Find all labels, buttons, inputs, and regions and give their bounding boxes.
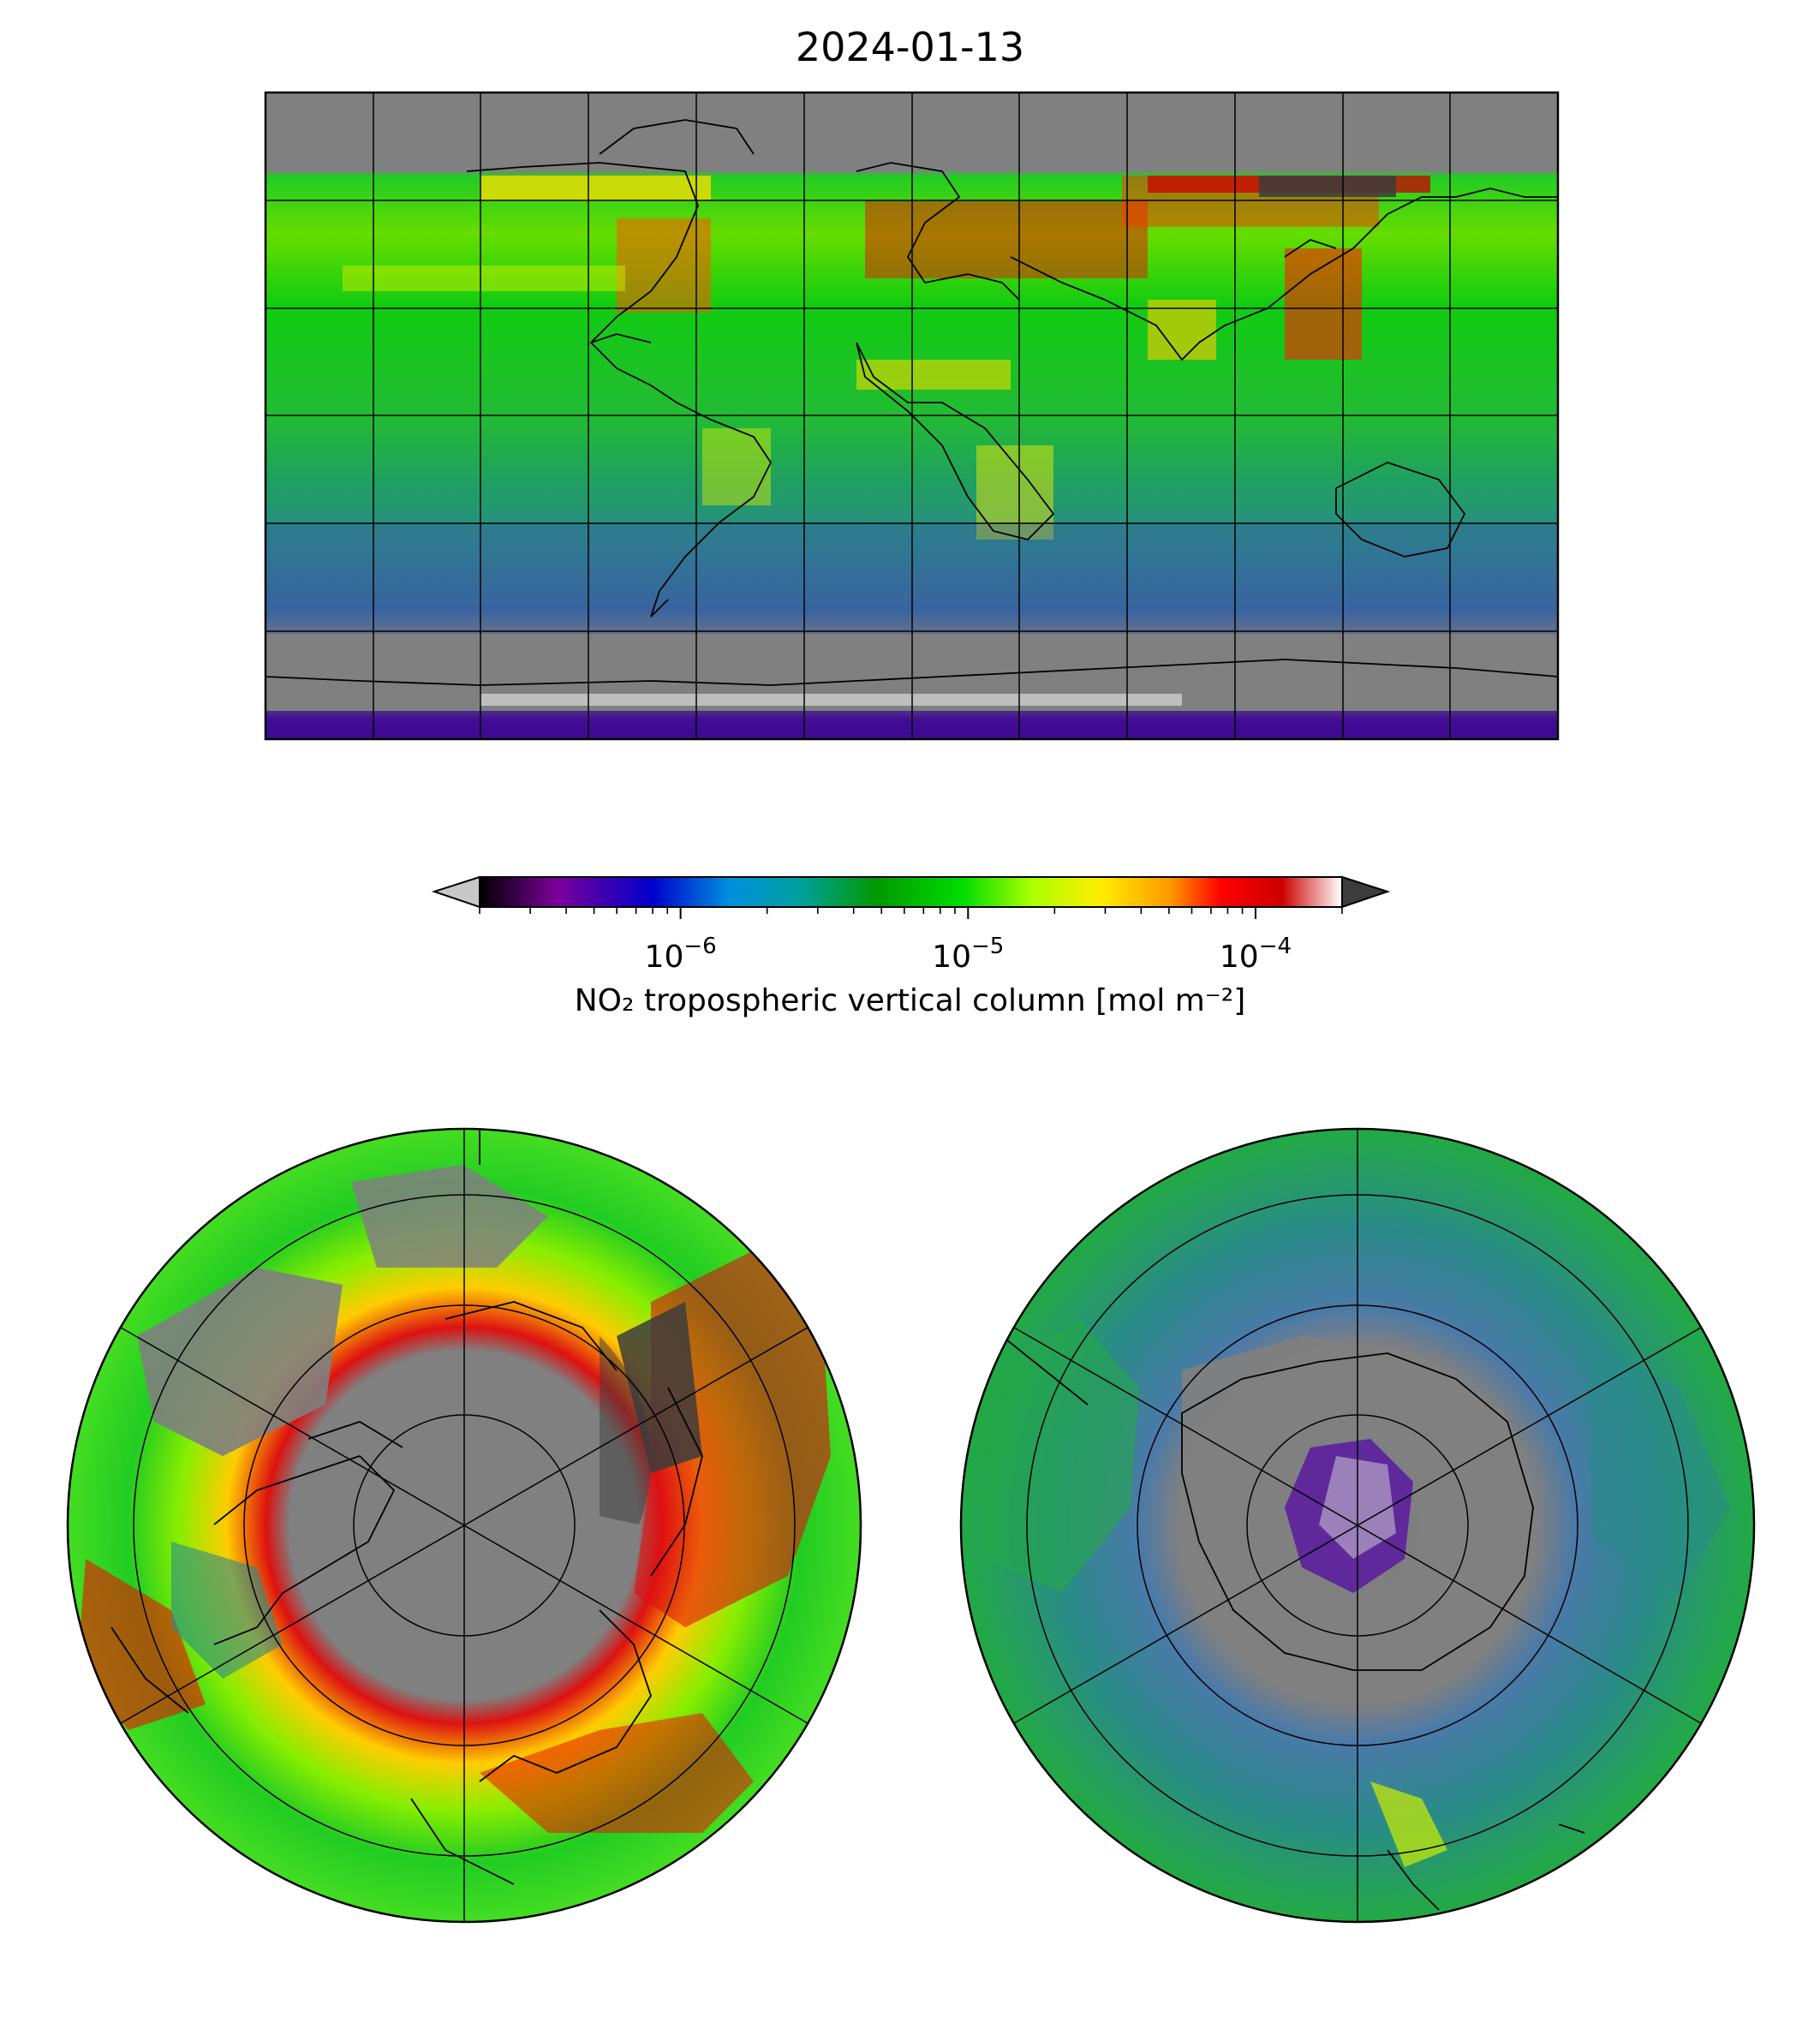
colorbar-tick-label: 10−6 xyxy=(645,934,717,975)
global-map xyxy=(264,91,1560,741)
figure-title: 2024-01-13 xyxy=(795,24,1025,70)
south-polar-map xyxy=(959,1127,1756,1924)
colorbar-gradient xyxy=(480,877,1342,907)
pollution-patch-east-asia xyxy=(1285,248,1362,360)
colorbar: 10−6 10−5 10−4 xyxy=(431,875,1391,975)
colorbar-minor-ticks xyxy=(479,907,1343,914)
north-coastlines xyxy=(110,1131,703,1885)
global-gridlines xyxy=(266,92,1558,739)
saturated-patch xyxy=(1259,176,1396,197)
saturated-patch-north xyxy=(617,1302,702,1473)
colorbar-under-extension xyxy=(431,875,480,909)
colorbar-tick-label: 10−4 xyxy=(1220,934,1292,975)
north-gridlines xyxy=(120,1129,809,1922)
global-map-frame xyxy=(264,91,1560,741)
colorbar-over-extension xyxy=(1341,875,1391,909)
colorbar-major-ticks xyxy=(679,907,1256,919)
north-polar-map xyxy=(66,1127,862,1924)
south-coastlines xyxy=(1001,1335,1585,1911)
pollution-patch-north-america xyxy=(617,218,711,313)
colorbar-tick-labels: 10−6 10−5 10−4 xyxy=(645,934,1292,975)
north-map-frame xyxy=(66,1127,862,1924)
colorbar-tick-label: 10−5 xyxy=(932,934,1004,975)
pollution-patch-america-north xyxy=(77,1559,206,1730)
pollution-patch-africa xyxy=(856,360,1011,390)
pollution-patch-europe-north xyxy=(480,1713,754,1833)
south-gridlines xyxy=(1013,1129,1702,1922)
pollution-band xyxy=(480,176,711,201)
pollution-patch-europe xyxy=(865,201,1148,278)
colorbar-label: NO₂ tropospheric vertical column [mol m⁻… xyxy=(574,983,1246,1018)
colorbar-frame xyxy=(479,876,1343,908)
south-map-frame xyxy=(959,1127,1756,1924)
